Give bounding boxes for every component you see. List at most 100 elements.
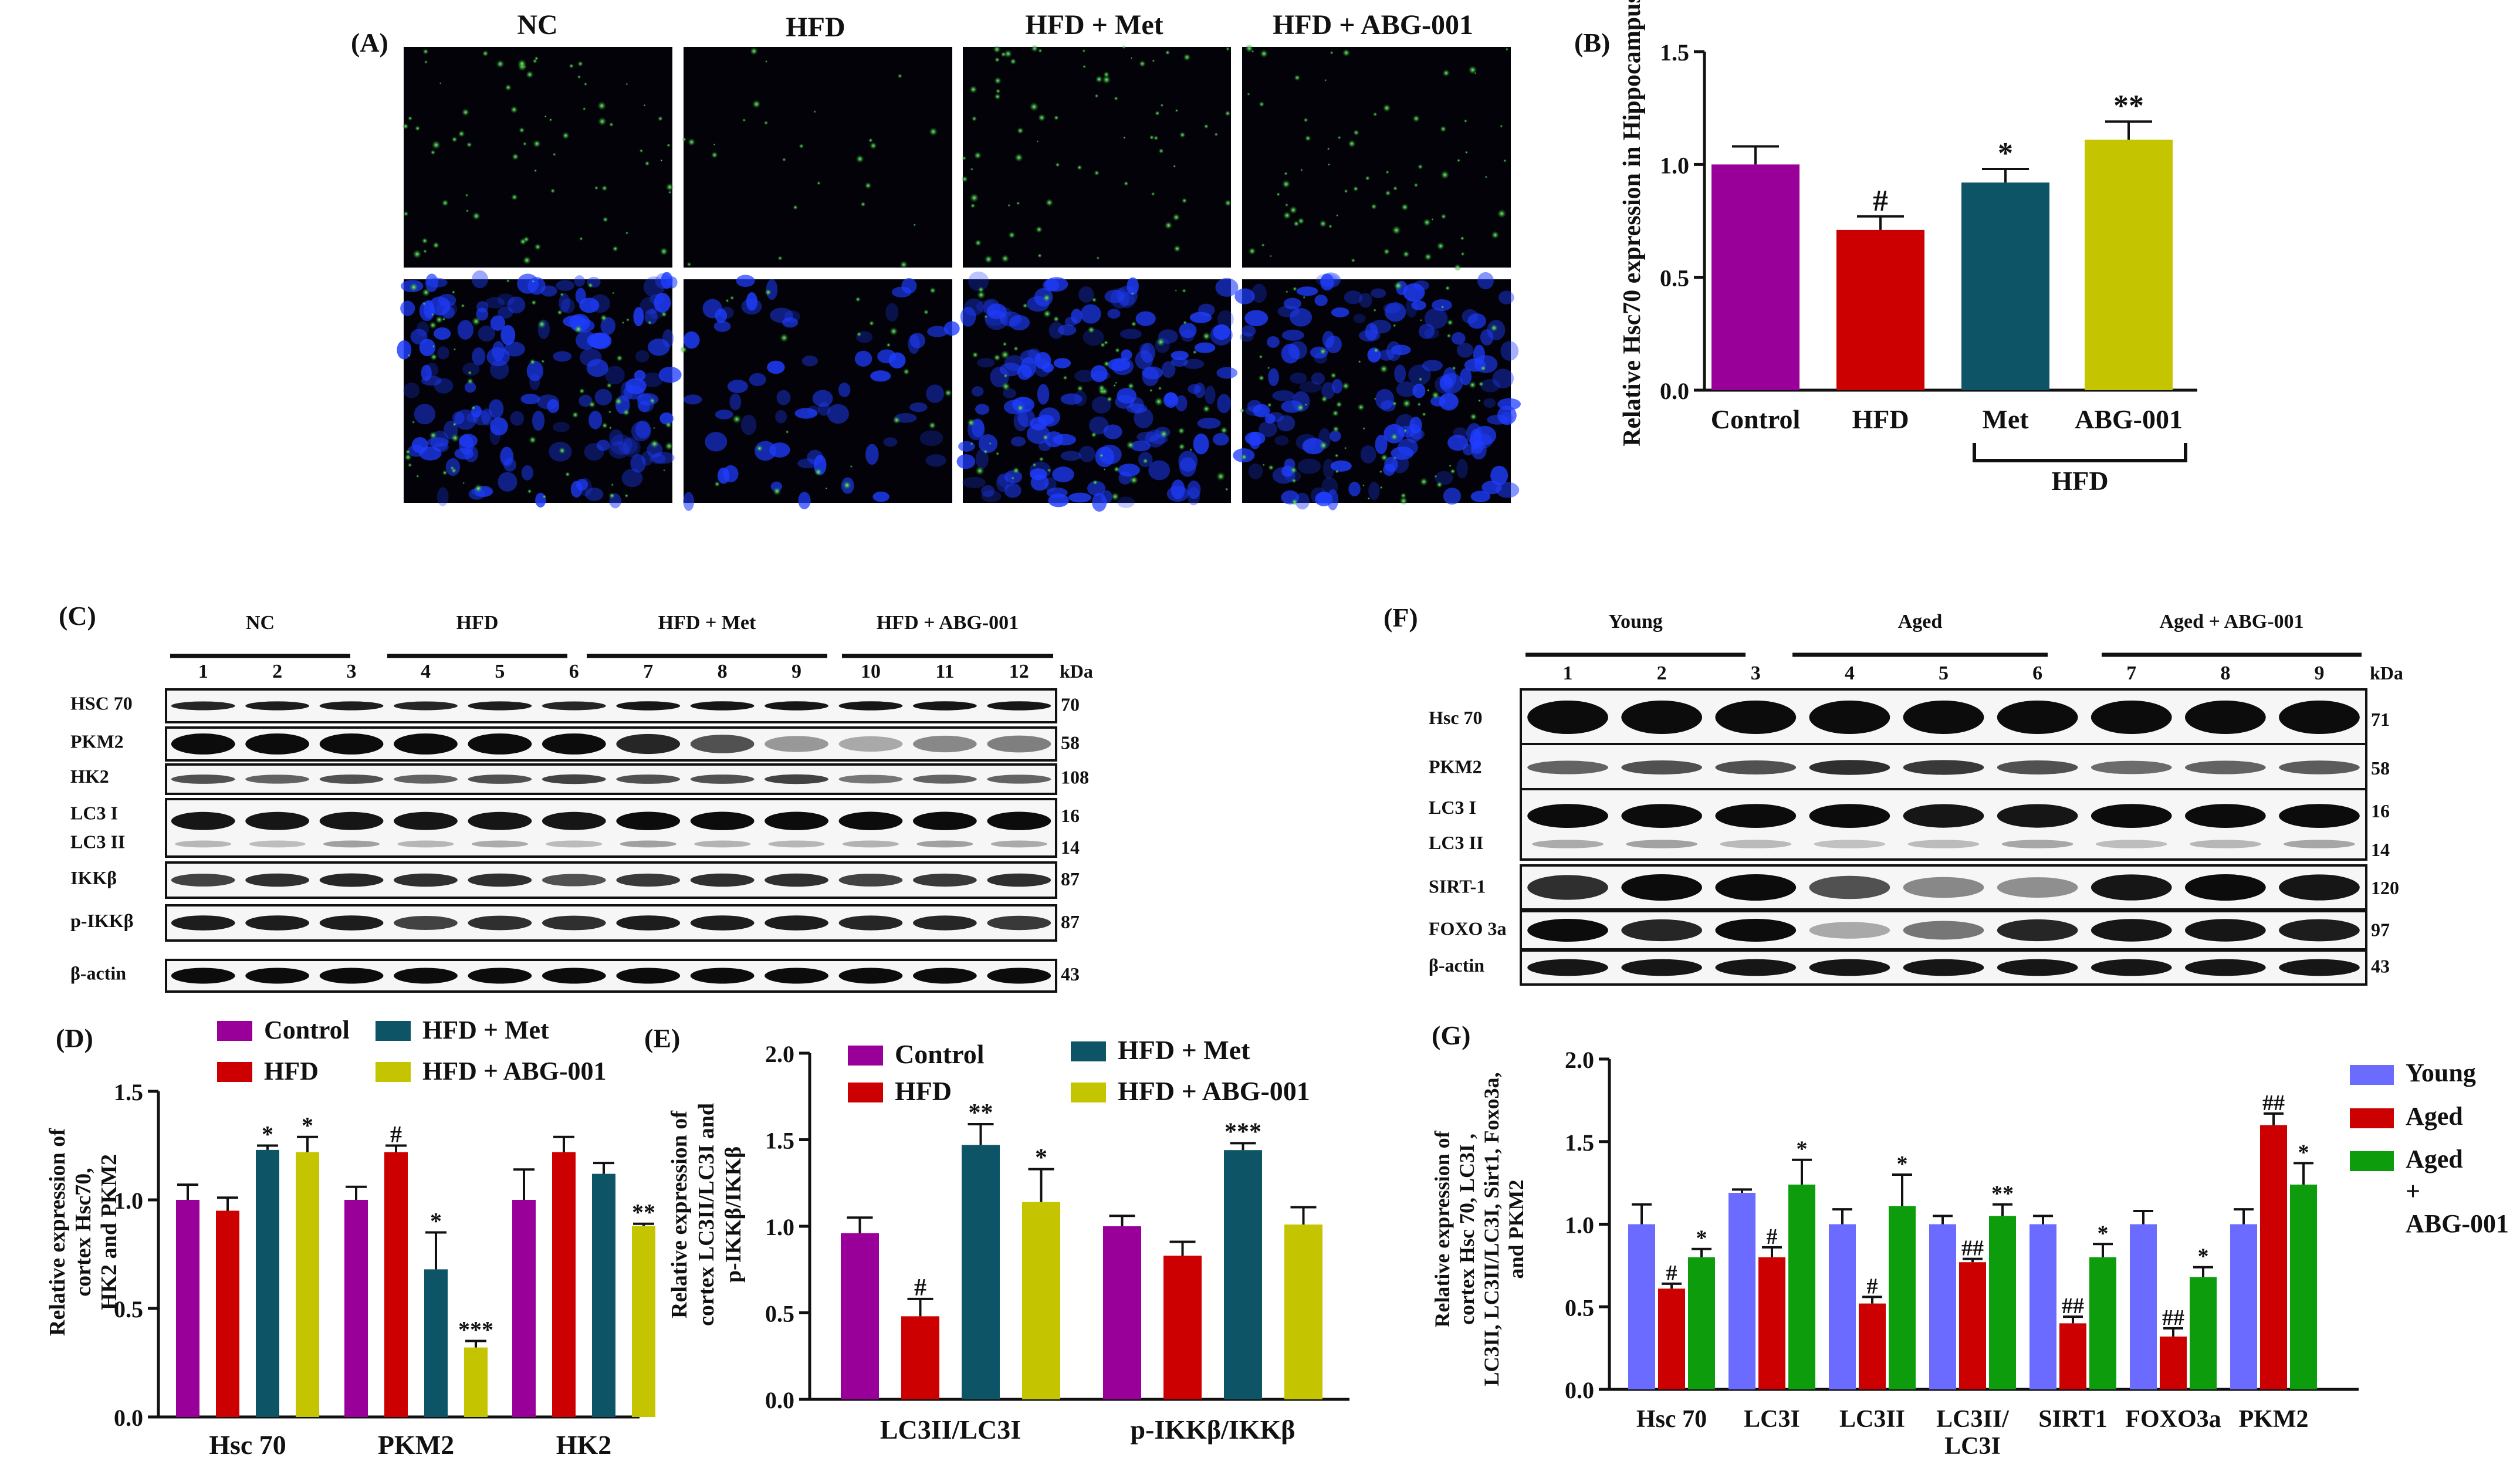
signal-dot [1423,218,1432,227]
band [2091,959,2172,976]
nucleus [746,292,757,311]
nucleus [775,410,787,424]
micrograph-tile [1242,47,1511,268]
signal-dot [1226,46,1230,51]
bar [1788,1184,1815,1389]
nucleus [1095,447,1115,468]
nucleus [1107,309,1121,319]
nucleus [927,326,948,337]
kda-value: 71 [2371,709,2390,730]
signal-dot [1332,425,1340,433]
band [838,874,903,887]
y-tick-label: 0.5 [1565,1294,1594,1321]
signal-dot [825,487,828,490]
micrograph-tile [684,47,952,268]
signal-dot [402,123,409,130]
band [394,701,458,711]
kda-value-2: 14 [2371,839,2390,860]
nucleus [1000,312,1022,327]
band [394,774,458,784]
significance-mark: * [302,1112,313,1139]
band-lower [768,840,825,848]
signal-dot [442,317,446,322]
signal-dot [1442,69,1450,77]
blot-panel-label: (F) [1384,603,1418,632]
nucleus [1111,357,1134,376]
nucleus [872,491,889,502]
band [1715,804,1797,828]
lane-number: 6 [2032,662,2042,684]
nucleus [621,468,643,488]
nucleus [1259,421,1277,437]
band [245,968,309,984]
nucleus [1418,323,1435,339]
band [319,733,384,755]
bar [1859,1303,1886,1389]
signal-dot [1478,381,1484,387]
nucleus [1136,431,1160,442]
panel-a-label: (A) [351,28,388,57]
nucleus [403,382,420,398]
nucleus [476,307,489,321]
nucleus [1048,493,1069,508]
signal-dot [1102,75,1111,84]
signal-dot [579,236,583,241]
signal-dot [868,320,875,326]
signal-dot [1440,305,1445,309]
signal-dot [1002,341,1007,347]
kda-value: 108 [1061,767,1089,788]
signal-dot [1358,360,1361,364]
signal-dot [975,466,985,476]
significance-mark: * [1797,1137,1808,1162]
nucleus [1129,397,1144,413]
signal-dot [1418,164,1423,170]
signal-dot [1113,466,1120,473]
signal-dot [1083,65,1087,69]
nucleus [1205,385,1216,405]
signal-dot [1292,286,1298,292]
x-tick-label: LC3II/LC3I [880,1415,1021,1445]
signal-dot [431,313,435,316]
nucleus [421,364,432,381]
nucleus [1053,358,1071,368]
signal-dot [510,106,518,114]
nucleus [1216,367,1238,379]
signal-dot [1284,203,1289,207]
signal-dot [1030,45,1039,53]
y-axis-label-line: and PKM2 [1504,1179,1528,1278]
signal-dot [1303,296,1306,299]
signal-dot [649,397,656,404]
signal-dot [657,116,664,121]
signal-dot [1446,319,1454,326]
nucleus [1297,458,1321,474]
band [245,733,309,755]
band [245,811,309,830]
signal-dot [1269,255,1273,258]
band-lower [916,840,973,848]
signal-dot [983,449,988,454]
signal-dot [510,194,518,201]
nucleus [956,454,976,469]
signal-dot [1334,453,1339,458]
band [1997,877,2078,898]
signal-dot [969,442,974,446]
nucleus [1101,490,1112,503]
legend-swatch [1071,1083,1106,1102]
nucleus [1383,464,1395,476]
nucleus [1462,444,1474,456]
nucleus [723,465,739,483]
significance-mark: * [1897,1152,1908,1176]
signal-dot [1007,204,1011,207]
panel-e-label: (E) [644,1023,680,1053]
signal-dot [1335,214,1339,217]
signal-dot [453,348,456,351]
significance-mark: * [1998,137,2013,170]
band [913,774,977,784]
signal-dot [749,47,759,56]
signal-dot [1129,475,1139,485]
significance-mark: # [390,1121,402,1148]
signal-dot [1178,443,1186,451]
nucleus [1215,278,1239,297]
nucleus [1320,273,1334,291]
nucleus [854,350,872,367]
